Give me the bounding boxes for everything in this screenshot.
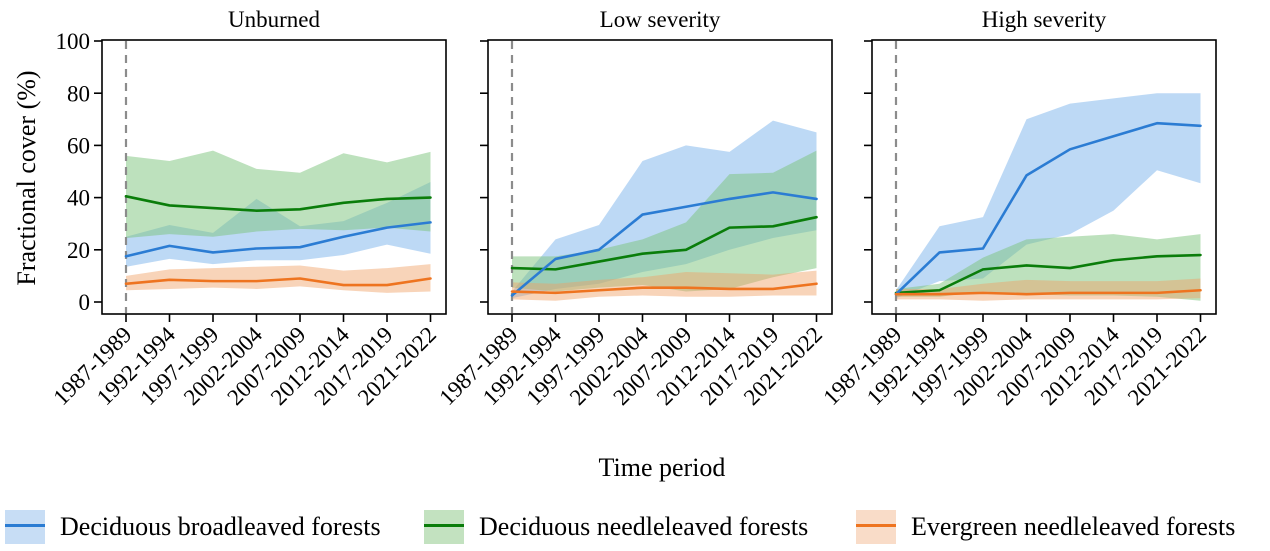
legend-label: Deciduous broadleaved forests xyxy=(60,512,381,541)
legend-swatch-green xyxy=(424,510,464,544)
legend-item-deciduous-broadleaved: Deciduous broadleaved forests xyxy=(5,510,381,544)
legend-line-icon xyxy=(5,524,45,527)
panel-low-severity: 1987-19891992-19941997-19992002-20042007… xyxy=(434,39,833,410)
panel-high-severity: 1987-19891992-19941997-19992002-20042007… xyxy=(818,39,1217,410)
panel-spines xyxy=(101,39,447,315)
legend-line-icon xyxy=(424,524,464,527)
y-tick-label: 20 xyxy=(67,238,90,263)
series-line-0 xyxy=(124,221,432,258)
x-axis-label: Time period xyxy=(598,453,726,482)
series-line-1 xyxy=(510,215,818,271)
panel-title-low-severity: Low severity xyxy=(599,7,721,32)
y-axis-label: Fractional cover (%) xyxy=(12,70,41,286)
series-line-1 xyxy=(124,194,432,212)
panel-unburned: 0204060801001987-19891992-19941997-19992… xyxy=(48,29,447,410)
series-line-2 xyxy=(510,282,818,295)
series-line-2 xyxy=(124,277,432,287)
legend-label: Evergreen needleleaved forests xyxy=(911,512,1236,541)
y-tick-label: 80 xyxy=(67,81,90,106)
y-tick-label: 60 xyxy=(67,133,90,158)
band-1 xyxy=(126,150,431,239)
band-0 xyxy=(896,93,1201,299)
band-2 xyxy=(896,278,1201,301)
panel-spines xyxy=(871,39,1217,315)
panel-title-unburned: Unburned xyxy=(228,7,320,32)
band-1 xyxy=(512,150,817,292)
band-2 xyxy=(126,264,431,293)
panel-title-high-severity: High severity xyxy=(981,7,1107,32)
legend-swatch-orange xyxy=(856,510,896,544)
panel-spines xyxy=(487,39,833,315)
y-tick-label: 0 xyxy=(79,290,91,315)
legend-item-evergreen-needleleaved: Evergreen needleleaved forests xyxy=(856,510,1235,544)
chart-canvas: 0 20 40 60 80 100 1987-19891992-19941997-19992… xyxy=(48,29,1217,410)
y-tick-label: 40 xyxy=(67,186,90,211)
y-tick-label: 100 xyxy=(56,29,91,54)
series-line-0 xyxy=(510,191,818,297)
series-line-1 xyxy=(894,253,1202,295)
legend-label: Deciduous needleleaved forests xyxy=(479,512,809,541)
series-line-0 xyxy=(894,121,1202,296)
series-line-2 xyxy=(894,288,1202,296)
band-2 xyxy=(512,270,817,301)
legend-line-icon xyxy=(856,524,896,527)
legend-item-deciduous-needleleaved: Deciduous needleleaved forests xyxy=(424,510,808,544)
legend-swatch-blue xyxy=(5,510,45,544)
